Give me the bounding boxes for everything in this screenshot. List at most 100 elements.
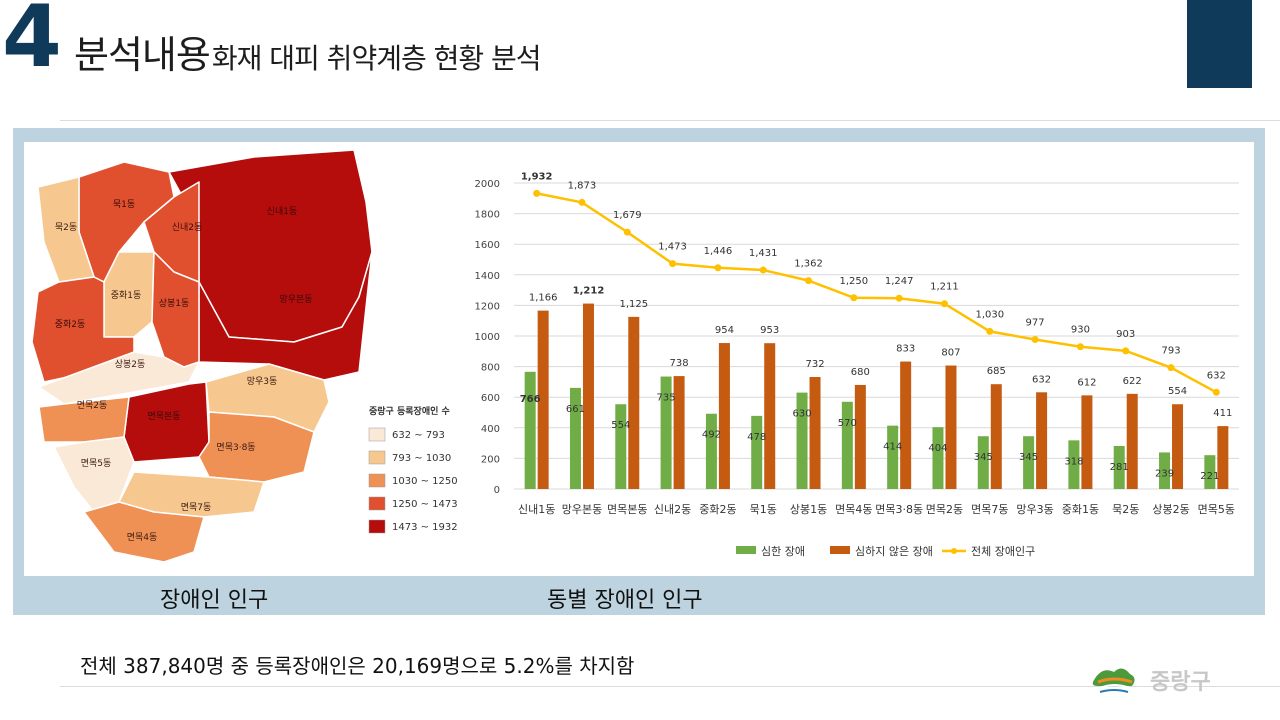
map-legend-swatch [368,427,386,442]
title-sub: 화재 대피 취약계층 현황 분석 [211,42,542,75]
label-total: 977 [1026,318,1045,329]
label-mild: 954 [715,325,734,336]
label-mild: 612 [1077,377,1096,388]
y-tick-label: 2000 [475,179,500,190]
bar-severe [841,401,853,489]
x-tick-label: 면목2동 [926,503,963,516]
legend-marker-total [951,548,957,554]
bar-severe [1023,436,1035,489]
x-tick-label: 신내2동 [654,503,691,516]
legend-swatch-mild [830,546,850,554]
bar-mild [582,303,594,489]
point-total [1031,336,1039,344]
point-total [669,260,677,268]
point-total [759,266,767,274]
bar-severe [1068,440,1080,489]
footer-divider [60,686,1280,687]
map-legend-swatch [368,519,386,534]
bar-severe [660,376,672,489]
point-total [1122,347,1130,355]
bar-mild [718,343,730,489]
map-region-label: 면목2동 [77,400,108,411]
region-junghwa2 [31,276,135,383]
x-tick-label: 면목본동 [607,503,647,516]
y-tick-label: 1400 [475,271,500,282]
title-main: 분석내용 [74,33,211,77]
map-region-label: 면목4동 [127,532,158,543]
label-total: 1,473 [658,242,687,253]
logo-text: 중랑구 [1150,670,1211,695]
y-tick-label: 800 [481,363,500,374]
region-sangbong2 [38,351,200,405]
bar-severe [1113,446,1125,489]
legend-label-total: 전체 장애인구 [971,545,1035,558]
map-region-label: 면목7동 [181,502,212,513]
point-total [850,294,858,302]
label-total: 793 [1161,346,1180,357]
y-tick-label: 0 [494,485,500,496]
label-severe: 630 [792,409,811,420]
label-total: 1,446 [704,246,733,257]
map-region-label: 면목5동 [81,458,112,469]
point-total [1212,388,1220,396]
bar-mild [764,343,776,489]
y-tick-label: 1000 [475,332,500,343]
bar-mild [1172,404,1184,489]
bar-severe [569,387,581,489]
bar-severe [887,425,899,489]
label-mild: 807 [941,348,960,359]
label-severe: 281 [1110,462,1129,473]
map-caption: 장애인 인구 [160,588,269,613]
label-severe: 318 [1064,456,1083,467]
label-mild: 632 [1032,374,1051,385]
point-total [895,294,903,302]
bar-severe [977,436,989,489]
point-total [714,264,722,272]
point-total [623,228,631,236]
bar-severe [796,392,808,489]
x-tick-label: 면목5동 [1198,503,1235,516]
label-severe: 345 [1019,452,1038,463]
x-tick-label: 묵2동 [1112,503,1139,516]
point-total [578,198,586,206]
label-severe: 661 [566,404,585,415]
label-severe: 570 [838,418,857,429]
region-myeonmok5 [53,436,135,513]
summary-text: 전체 387,840명 중 등록장애인은 20,169명으로 5.2%를 차지함 [80,654,635,678]
bar-severe [751,415,763,489]
label-mild: 685 [987,366,1006,377]
map-region-label: 묵2동 [55,222,77,233]
point-total [986,327,994,335]
map-legend-swatch [368,496,386,511]
bar-mild [537,310,549,489]
map-legend-title: 중랑구 등록장애인 수 [369,405,450,417]
population-chart: 0 200 400 600 800 1000 1200 1400 1600 1800 2000 76… [475,171,1239,558]
label-mild: 953 [760,325,779,336]
x-tick-label: 상봉1동 [790,503,827,516]
map-region-label: 신내2동 [172,222,203,233]
label-total: 1,030 [975,309,1004,320]
label-severe: 239 [1155,468,1174,479]
bar-severe [1159,452,1171,489]
label-severe: 478 [747,432,766,443]
label-mild: 1,125 [619,299,648,310]
chart-caption: 동별 장애인 인구 [547,588,703,613]
map-region-label: 면목3·8동 [216,442,255,453]
label-mild: 411 [1213,408,1232,419]
label-severe: 404 [928,443,947,454]
label-total: 632 [1207,370,1226,381]
label-mild: 622 [1123,376,1142,387]
bar-severe [705,413,717,489]
map-region-label: 상봉1동 [159,298,190,309]
legend-label-mild: 심하지 않은 장애 [855,544,933,558]
map-region-label: 망우3동 [247,376,278,387]
x-tick-label: 중화2동 [699,503,736,516]
label-mild: 833 [896,344,915,355]
label-total: 1,932 [521,171,553,182]
bar-mild [1081,395,1093,489]
map-legend-swatch [368,450,386,465]
y-tick-label: 1800 [475,210,500,221]
label-mild: 1,212 [573,286,605,297]
bar-mild [945,365,957,489]
region-mangubon [198,251,373,381]
